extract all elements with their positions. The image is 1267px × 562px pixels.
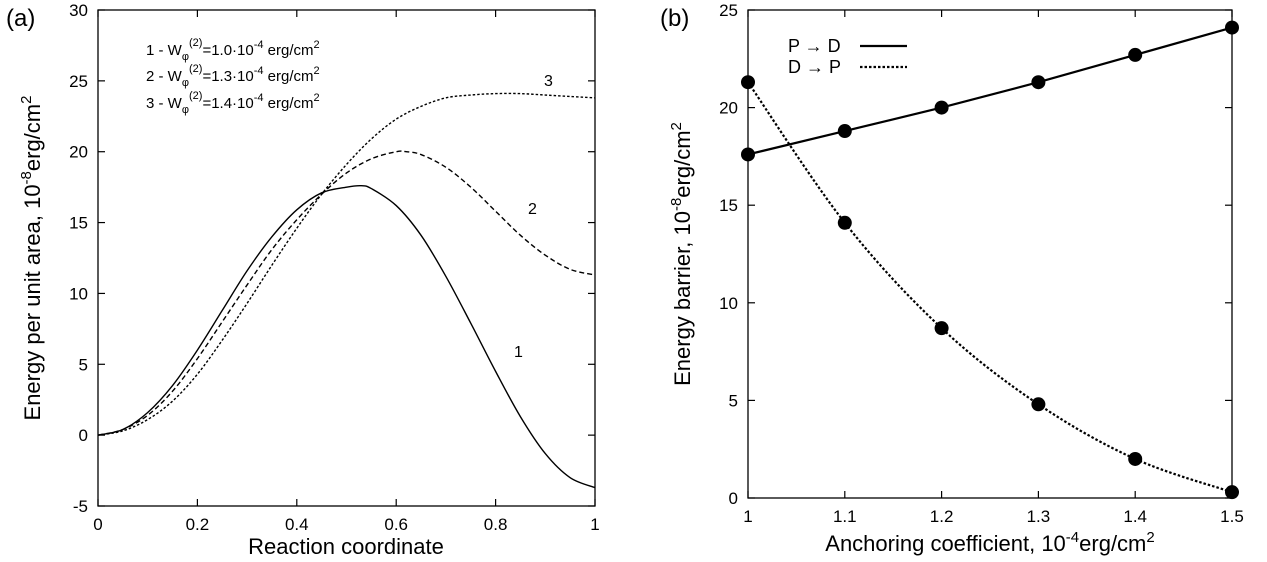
- panel-b-series-1-line: [747, 26, 1233, 156]
- panel-a-series-2-line: [97, 150, 596, 436]
- panel-a-xtick-label: 0.4: [285, 515, 309, 534]
- panel-b-ytick-label: 20: [719, 99, 738, 118]
- panel-b-series-1-point: [741, 147, 755, 162]
- legend-entry-1: 1 - Wφ(2)=1.0·10-4 erg/cm2: [146, 37, 320, 63]
- panel-b-xtick-label: 1: [743, 507, 752, 526]
- panel-b-ytick-label: 25: [719, 1, 738, 20]
- panel-a-ytick-label: 5: [79, 355, 88, 374]
- panel-b-xlabel: Anchoring coefficient, 10-4erg/cm2: [825, 529, 1154, 556]
- panel-b-series-2-point: [934, 321, 949, 336]
- panel-a-ticks: 0 0.2 0.4 0.6 0.8 1 -5 0 5 10 15 20 25 30: [69, 1, 600, 534]
- panel-a-ytick-label: 20: [69, 143, 88, 162]
- panel-b: (b) 1 1.1 1.2 1.3 1.4 1.5 0 5 10 15 20 25 P → D D →…: [660, 1, 1244, 556]
- panel-a-xlabel: Reaction coordinate: [248, 534, 444, 559]
- panel-b-series: [741, 20, 1239, 500]
- panel-b-ytick-label: 10: [719, 294, 738, 313]
- panel-b-series-2-point: [1031, 397, 1046, 412]
- curve-label-2: 2: [528, 201, 537, 218]
- panel-a-ytick-label: -5: [73, 497, 88, 516]
- panel-a: (a) 0 0.2 0.4 0.6 0.8 1 -5 0 5 10 15 20 25 30 1 2 3 1…: [6, 1, 600, 559]
- panel-a-xtick-label: 1: [590, 515, 599, 534]
- panel-a-ytick-label: 30: [69, 1, 88, 20]
- panel-a-label: (a): [6, 5, 35, 32]
- panel-a-xtick-label: 0.2: [186, 515, 210, 534]
- panel-a-ytick-label: 15: [69, 214, 88, 233]
- panel-b-series-2-point: [1225, 485, 1239, 500]
- legend-entry-2: 2 - Wφ(2)=1.3·10-4 erg/cm2: [146, 63, 320, 89]
- panel-a-series-1-line: [97, 184, 596, 489]
- panel-b-series-2-point: [837, 215, 852, 230]
- panel-a-xtick-label: 0.8: [484, 515, 508, 534]
- panel-a-series: [97, 92, 596, 489]
- panel-a-ytick-label: 0: [79, 426, 88, 445]
- panel-b-xtick-label: 1.1: [833, 507, 857, 526]
- curve-label-1: 1: [514, 344, 523, 361]
- panel-b-label: (b): [660, 5, 689, 32]
- panel-b-series-1-point: [1225, 20, 1239, 35]
- panel-b-xtick-label: 1.3: [1027, 507, 1051, 526]
- curve-label-3: 3: [544, 73, 553, 90]
- panel-b-legend: P → D D → P: [788, 36, 907, 77]
- panel-a-ylabel: Energy per unit area, 10-8erg/cm2: [18, 96, 45, 421]
- panel-b-series-2-point: [741, 75, 755, 90]
- panel-a-legend: 1 - Wφ(2)=1.0·10-4 erg/cm2 2 - Wφ(2)=1.3…: [146, 37, 320, 116]
- panel-a-frame: [97, 9, 596, 507]
- panel-b-series-1-point: [934, 100, 949, 115]
- panel-b-ytick-label: 5: [729, 391, 738, 410]
- panel-a-ytick-label: 25: [69, 72, 88, 91]
- panel-b-xtick-label: 1.5: [1220, 507, 1244, 526]
- panel-b-ytick-label: 0: [729, 489, 738, 508]
- panel-b-ticks: 1 1.1 1.2 1.3 1.4 1.5 0 5 10 15 20 25: [719, 1, 1244, 526]
- panel-a-series-3-line: [97, 92, 596, 436]
- legend-entry-3: 3 - Wφ(2)=1.4·10-4 erg/cm2: [146, 90, 320, 116]
- panel-b-ylabel: Energy barrier, 10-8erg/cm2: [668, 122, 695, 386]
- panel-a-xtick-label: 0.6: [384, 515, 408, 534]
- legend-b-entry-1: P → D: [788, 36, 841, 56]
- panel-b-series-2-line: [747, 81, 1233, 494]
- panel-b-series-1-point: [1031, 75, 1046, 90]
- legend-b-entry-2: D → P: [788, 57, 841, 77]
- panel-b-xtick-label: 1.4: [1123, 507, 1147, 526]
- panel-b-series-1-point: [1128, 47, 1143, 62]
- panel-b-series-2-point: [1128, 451, 1143, 466]
- panel-b-xtick-label: 1.2: [930, 507, 954, 526]
- panel-a-ytick-label: 10: [69, 284, 88, 303]
- panel-a-xtick-label: 0: [93, 515, 102, 534]
- panel-b-frame: [747, 9, 1233, 499]
- panel-b-ytick-label: 15: [719, 196, 738, 215]
- panel-b-series-1-point: [837, 124, 852, 139]
